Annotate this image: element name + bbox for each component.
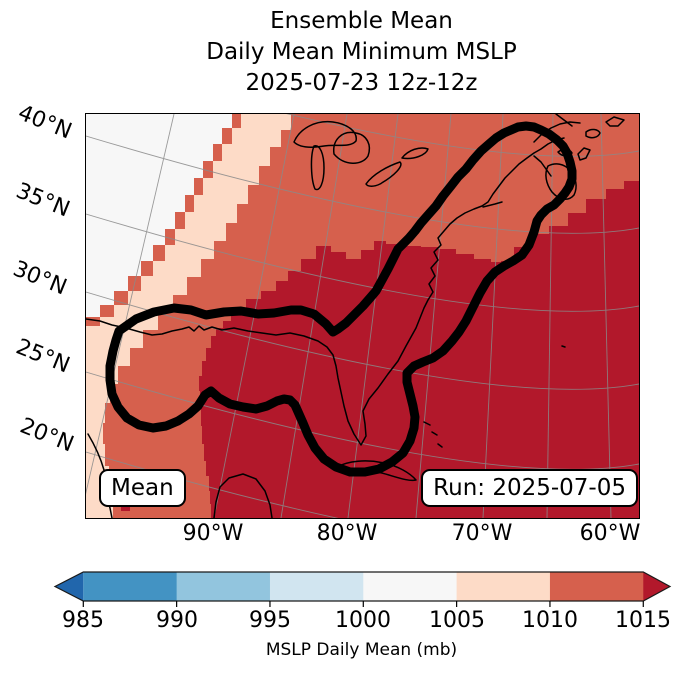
lon-label-60w: 60°W: [579, 521, 641, 546]
lat-label-40n: 40°N: [14, 100, 76, 145]
colorbar-tick-985: 985: [62, 608, 104, 633]
colorbar-segments: [55, 572, 670, 601]
lat-label-25n: 25°N: [12, 334, 74, 379]
colorbar-tick-1015: 1015: [615, 608, 671, 633]
lon-label-90w: 90°W: [182, 521, 244, 546]
mean-badge: Mean: [99, 469, 186, 507]
lat-label-20n: 20°N: [16, 413, 78, 458]
colorbar-tick-1010: 1010: [522, 608, 578, 633]
run-date-badge: Run: 2025-07-05: [421, 469, 638, 507]
graticule: [86, 114, 639, 518]
colorbar-axis-label: MSLP Daily Mean (mb): [265, 640, 458, 660]
title-line-3: 2025-07-23 12z-12z: [245, 70, 478, 96]
map-axes: [85, 113, 640, 519]
lat-label-30n: 30°N: [9, 256, 71, 301]
colorbar-ticks: [82, 601, 644, 607]
lat-label-35n: 35°N: [12, 178, 74, 223]
pressure-band-1000-1005: [86, 114, 241, 326]
title-line-1: Ensemble Mean: [270, 8, 453, 34]
colorbar-tick-990: 990: [156, 608, 198, 633]
colorbar-tick-995: 995: [249, 608, 291, 633]
lon-label-80w: 80°W: [316, 521, 378, 546]
lon-label-70w: 70°W: [451, 521, 513, 546]
colorbar: [53, 571, 672, 607]
colorbar-tick-1000: 1000: [335, 608, 391, 633]
ensemble-outline-contour: [105, 121, 577, 477]
colorbar-tick-1005: 1005: [429, 608, 485, 633]
figure-title: Ensemble Mean Daily Mean Minimum MSLP 20…: [85, 6, 638, 99]
map-canvas: [86, 114, 639, 518]
title-line-2: Daily Mean Minimum MSLP: [206, 39, 517, 65]
